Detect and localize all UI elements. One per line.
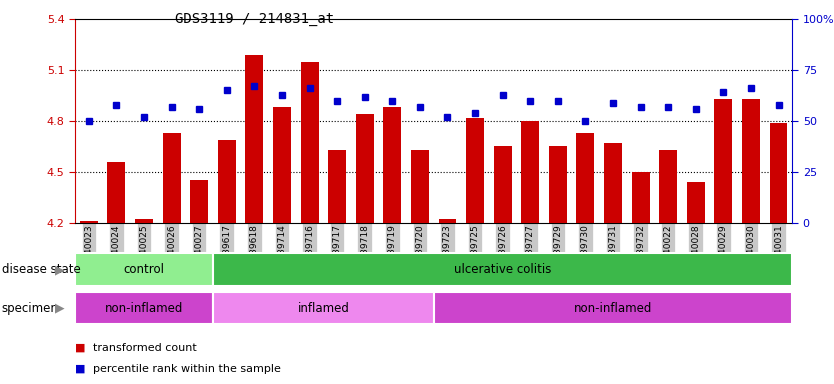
Text: percentile rank within the sample: percentile rank within the sample xyxy=(93,364,281,374)
Bar xyxy=(163,133,181,223)
Text: ▶: ▶ xyxy=(55,302,65,314)
Bar xyxy=(356,114,374,223)
Bar xyxy=(576,133,595,223)
Text: inflamed: inflamed xyxy=(298,302,349,314)
Bar xyxy=(75,292,213,324)
Bar xyxy=(686,182,705,223)
Text: ulcerative colitis: ulcerative colitis xyxy=(454,263,551,276)
Bar xyxy=(411,150,429,223)
Bar xyxy=(715,99,732,223)
Text: ▶: ▶ xyxy=(55,263,65,276)
Bar xyxy=(494,146,511,223)
Bar xyxy=(245,55,264,223)
Text: transformed count: transformed count xyxy=(93,343,197,353)
Bar xyxy=(439,219,456,223)
Bar xyxy=(770,122,787,223)
Bar xyxy=(549,146,567,223)
Bar xyxy=(273,108,291,223)
Bar xyxy=(135,219,153,223)
Bar xyxy=(108,162,125,223)
Bar xyxy=(213,292,434,324)
Bar xyxy=(75,253,213,286)
Bar xyxy=(190,180,208,223)
Bar xyxy=(434,292,792,324)
Text: control: control xyxy=(123,263,164,276)
Bar xyxy=(80,221,98,223)
Bar xyxy=(659,150,677,223)
Bar xyxy=(384,108,401,223)
Text: GDS3119 / 214831_at: GDS3119 / 214831_at xyxy=(175,12,334,25)
Text: disease state: disease state xyxy=(2,263,80,276)
Bar xyxy=(466,118,484,223)
Text: non-inflamed: non-inflamed xyxy=(105,302,183,314)
Text: ■: ■ xyxy=(75,364,86,374)
Bar xyxy=(328,150,346,223)
Bar xyxy=(604,143,622,223)
Text: specimen: specimen xyxy=(2,302,58,314)
Bar xyxy=(218,140,236,223)
Bar xyxy=(631,172,650,223)
Text: ■: ■ xyxy=(75,343,86,353)
Bar xyxy=(521,121,540,223)
Bar xyxy=(300,61,319,223)
Bar xyxy=(213,253,792,286)
Text: non-inflamed: non-inflamed xyxy=(574,302,652,314)
Bar xyxy=(742,99,760,223)
